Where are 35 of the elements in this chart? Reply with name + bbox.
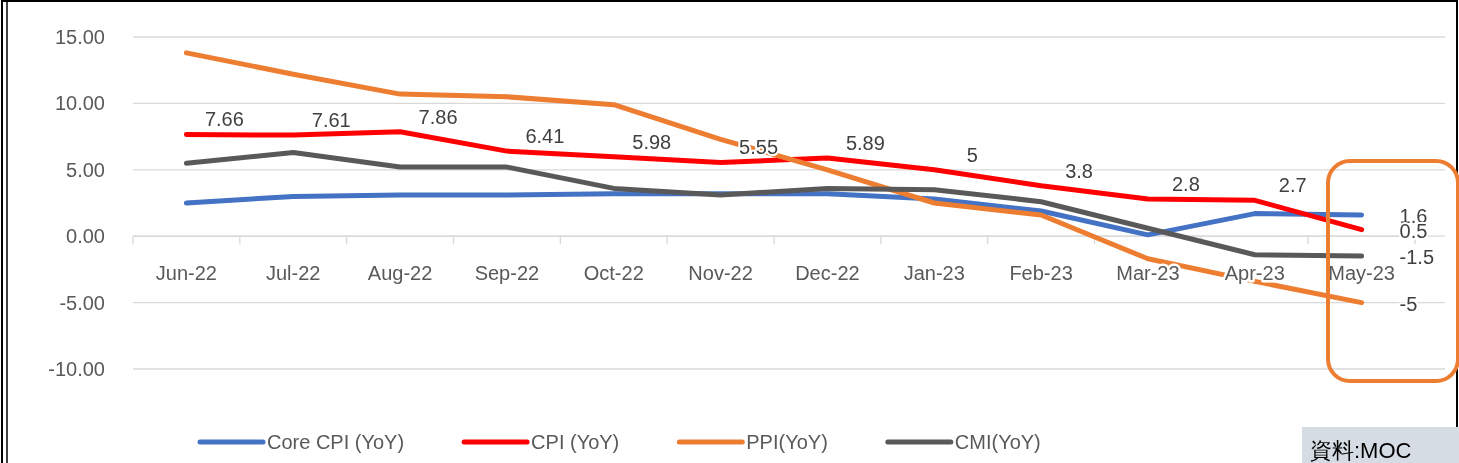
x-tick-label: Jun-22 — [155, 262, 217, 285]
data-label: 2.7 — [1278, 174, 1307, 197]
data-label: 7.61 — [311, 109, 351, 132]
data-label: 5.98 — [632, 130, 672, 153]
x-tick-label: Dec-22 — [795, 262, 860, 285]
data-label: 3.8 — [1065, 159, 1093, 182]
data-label: -1.5 — [1399, 246, 1435, 269]
x-tick-label: May-23 — [1328, 262, 1395, 285]
data-label: 5 — [966, 143, 978, 166]
y-tick-label: 0.00 — [66, 225, 105, 248]
data-label: 7.86 — [418, 105, 458, 128]
y-tick-label: -10.00 — [48, 358, 105, 380]
data-label: 5.89 — [845, 131, 885, 154]
y-tick-label: 15.00 — [54, 26, 105, 48]
legend-label: CPI (YoY) — [531, 431, 620, 453]
x-tick-label: Nov-22 — [688, 262, 753, 285]
data-label: 2.8 — [1172, 173, 1200, 196]
x-tick-label: Mar-23 — [1116, 262, 1180, 285]
y-tick-label: -5.00 — [59, 291, 105, 314]
x-tick-label: Sep-22 — [474, 262, 540, 285]
x-tick-label: Feb-23 — [1009, 262, 1073, 285]
x-tick-label: Aug-22 — [367, 262, 433, 285]
legend-label: CMI(YoY) — [954, 431, 1041, 453]
data-label: -5 — [1399, 292, 1418, 315]
legend-label: PPI(YoY) — [746, 431, 828, 453]
legend-label: Core CPI (YoY) — [267, 431, 405, 453]
data-label: 7.66 — [204, 108, 244, 131]
data-label: 6.41 — [525, 125, 565, 148]
y-tick-label: 5.00 — [66, 158, 105, 181]
x-tick-label: Jan-23 — [903, 262, 965, 285]
text: 資料:MOC — [1310, 438, 1412, 463]
y-tick-label: 10.00 — [54, 92, 105, 115]
x-tick-label: Jul-22 — [266, 262, 321, 285]
x-tick-label: Apr-23 — [1224, 262, 1285, 285]
x-tick-label: Oct-22 — [583, 262, 644, 285]
